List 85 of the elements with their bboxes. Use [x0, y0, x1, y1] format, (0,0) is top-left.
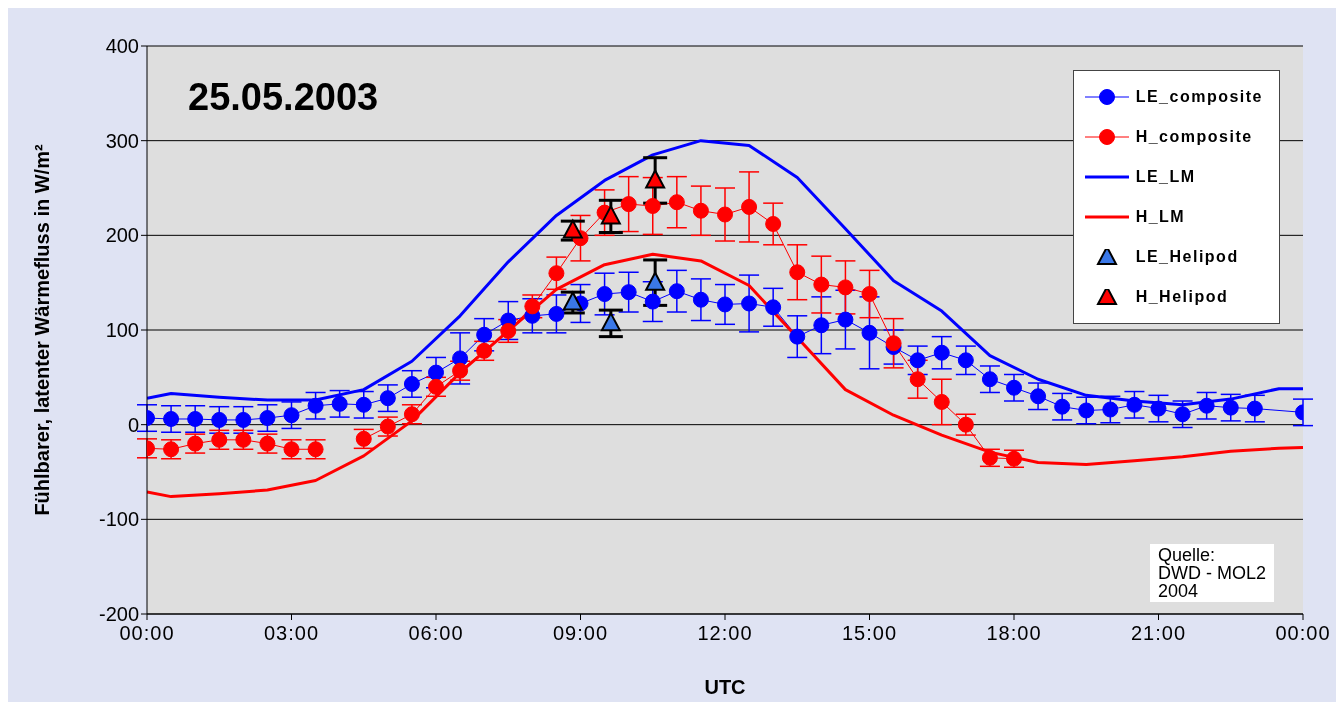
point [813, 317, 830, 334]
x-tick-label: 00:00 [1275, 622, 1331, 645]
point [1126, 396, 1143, 413]
point [789, 328, 806, 345]
point [933, 393, 950, 410]
point [307, 397, 324, 414]
x-tick-label: 18:00 [986, 622, 1042, 645]
point [1006, 379, 1022, 396]
legend-label: H_LM [1135, 208, 1186, 226]
point [1198, 397, 1215, 414]
point [1150, 400, 1167, 417]
point [1174, 406, 1191, 423]
point [957, 352, 974, 369]
point [717, 296, 733, 313]
point [620, 284, 637, 301]
point [620, 196, 637, 213]
point [600, 312, 621, 332]
point [765, 215, 782, 232]
x-axis-title: UTC [704, 676, 746, 698]
y-tick-label: -100 [98, 508, 139, 531]
point [861, 324, 878, 341]
x-tick-label: 06:00 [408, 622, 464, 645]
point [692, 202, 709, 219]
point [331, 395, 348, 412]
x-tick-label: 12:00 [697, 622, 753, 645]
point [813, 276, 830, 293]
point [187, 410, 204, 427]
point [548, 265, 565, 282]
point [1102, 401, 1119, 418]
y-tick-label: 400 [105, 35, 139, 58]
point [717, 206, 733, 223]
point [596, 286, 613, 303]
point [861, 286, 878, 303]
y-tick-label: 200 [105, 224, 139, 247]
point [645, 271, 666, 291]
point [668, 194, 685, 211]
point [692, 291, 709, 308]
point [837, 279, 854, 296]
point [645, 169, 666, 189]
point [476, 326, 493, 343]
x-tick-label: 15:00 [841, 622, 898, 645]
point [1078, 402, 1095, 419]
x-tick-label: 21:00 [1130, 622, 1187, 645]
y-tick-label: 0 [127, 413, 139, 436]
point [885, 335, 902, 352]
point [548, 305, 565, 322]
point [909, 371, 926, 388]
point [981, 371, 998, 388]
point [600, 205, 621, 225]
y-tick-label: 100 [105, 319, 139, 342]
point [644, 197, 661, 214]
point [668, 283, 685, 300]
y-axis-title: Fühlbarer, latenter Wärmefluss in W/m² [31, 144, 54, 516]
point [1222, 399, 1239, 416]
point [909, 352, 926, 369]
point [500, 322, 517, 339]
point [379, 390, 396, 407]
point [1030, 388, 1047, 405]
point [283, 407, 300, 424]
legend-label: H_Helipod [1135, 288, 1229, 306]
point [428, 364, 444, 381]
x-tick-label: 03:00 [263, 622, 320, 645]
legend-label: H_composite [1135, 128, 1253, 146]
point [1054, 398, 1071, 415]
point [235, 411, 252, 428]
legend-label: LE_Helipod [1135, 248, 1239, 266]
x-tick-label: 09:00 [552, 622, 609, 645]
text: 25.05.2003 [188, 76, 379, 119]
point [789, 264, 806, 281]
point [211, 411, 228, 428]
point [741, 198, 758, 215]
point [644, 293, 661, 310]
point [741, 295, 758, 312]
point [837, 311, 854, 328]
point [765, 299, 782, 316]
legend-label: LE_composite [1135, 88, 1263, 106]
point [933, 344, 950, 361]
legend-label: LE_LM [1135, 168, 1196, 186]
annotation: Quelle: DWD - MOL2 2004 [1150, 544, 1274, 602]
point [259, 410, 276, 427]
point [355, 396, 372, 413]
point [1246, 400, 1263, 417]
y-tick-label: 300 [105, 129, 139, 152]
point [163, 410, 180, 427]
point [403, 375, 420, 392]
